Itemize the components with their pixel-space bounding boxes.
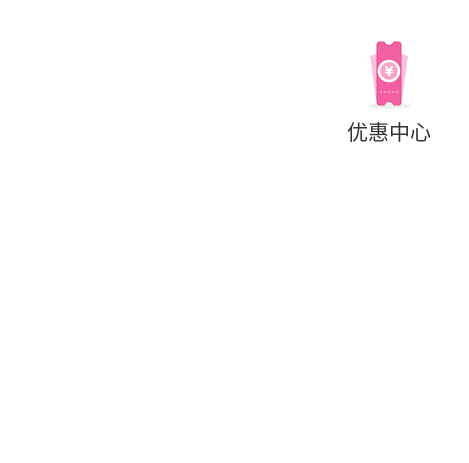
coupon-icon-symbol: ¥ xyxy=(384,65,393,80)
coupon-center-label: 优惠中心 xyxy=(347,121,431,145)
coupon-center-shortcut[interactable]: ¥ 优惠中心 xyxy=(336,36,442,154)
coupon-icon: ¥ xyxy=(367,41,411,109)
